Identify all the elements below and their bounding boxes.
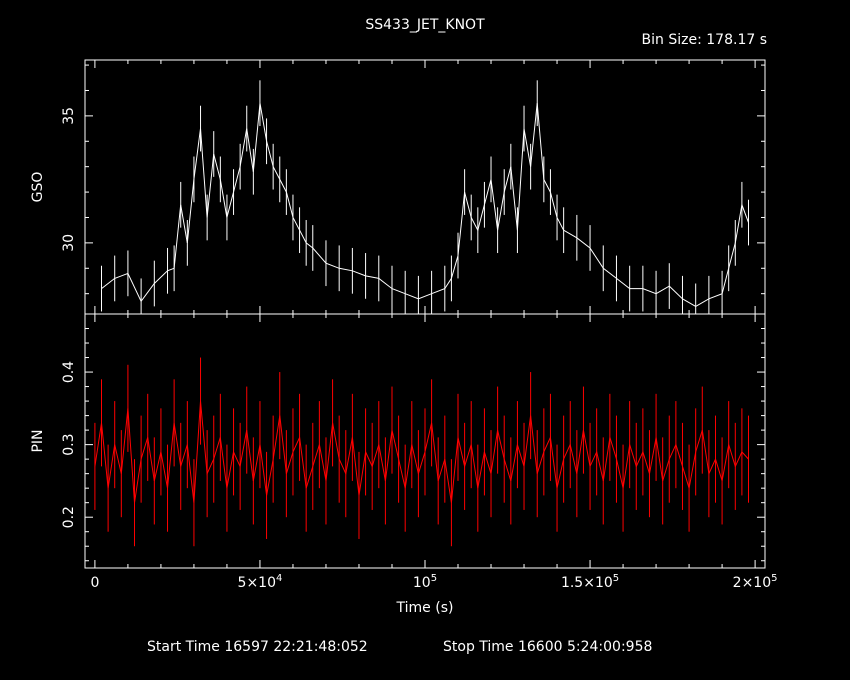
x-tick-label: 1.5×105 (561, 573, 619, 591)
x-tick-label: 105 (413, 573, 437, 591)
pin-ylabel: PIN (30, 429, 46, 452)
pin-series (94, 357, 749, 547)
gso-series-line (101, 103, 749, 307)
gso-y-tick-label: 35 (61, 107, 77, 125)
gso-y-tick-label: 30 (61, 234, 77, 252)
pin-y-tick-label: 0.2 (61, 506, 77, 528)
pin-axis-ticks: 0.2 0.3 0.4 (61, 313, 765, 568)
x-axis-label: Time (s) (396, 600, 454, 616)
gso-series (101, 80, 749, 314)
bin-size-label: Bin Size: 178.17 s (642, 32, 767, 48)
gso-ylabel: GSO (30, 172, 46, 203)
pin-series-line (94, 401, 749, 503)
stop-time: Stop Time 16600 5:24:00:958 (443, 639, 652, 655)
pin-y-tick-label: 0.3 (61, 433, 77, 455)
pin-y-tick-label: 0.4 (61, 361, 77, 383)
pin-panel: 0.2 0.3 0.4 PIN (30, 313, 766, 569)
start-time: Start Time 16597 22:21:48:052 (147, 639, 368, 655)
x-tick-label: 0 (90, 575, 99, 591)
x-tick-labels: 0 5×104 105 1.5×105 2×105 (90, 573, 777, 591)
x-tick-label: 2×105 (733, 573, 778, 591)
x-tick-label: 5×104 (238, 573, 283, 591)
plot-title: SS433_JET_KNOT (365, 17, 485, 33)
gso-panel: 30 35 GSO (30, 59, 766, 315)
